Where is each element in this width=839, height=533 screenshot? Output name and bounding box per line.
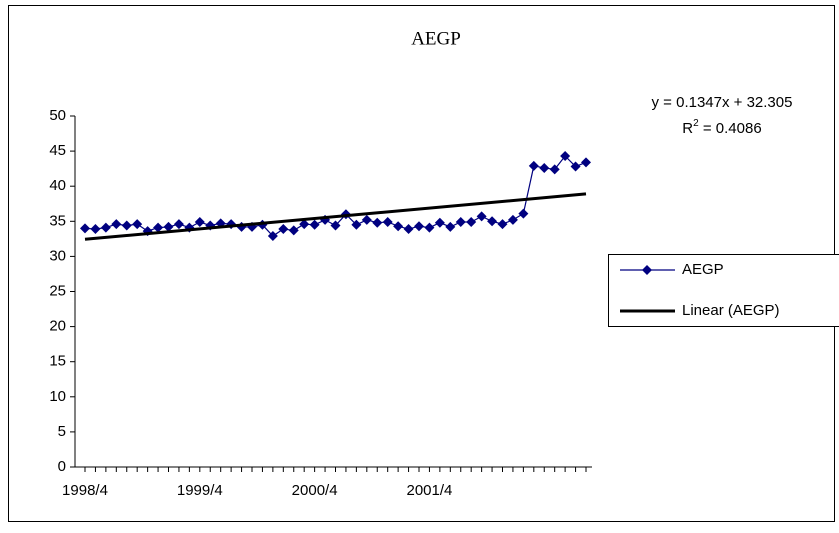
trend-equation: y = 0.1347x + 32.305	[652, 94, 793, 111]
x-tick-label: 1998/4	[62, 482, 108, 499]
legend-label: AEGP	[682, 261, 724, 278]
y-tick-label: 45	[49, 142, 66, 159]
y-tick-label: 0	[58, 458, 66, 475]
y-tick-label: 40	[49, 177, 66, 194]
y-tick-label: 15	[49, 353, 66, 370]
y-tick-label: 5	[58, 423, 66, 440]
y-tick-label: 35	[49, 212, 66, 229]
chart-title: AEGP	[411, 28, 461, 49]
x-tick-label: 1999/4	[177, 482, 223, 499]
legend-label: Linear (AEGP)	[682, 302, 780, 319]
y-tick-label: 30	[49, 247, 66, 264]
r2-label: R	[682, 120, 693, 137]
y-tick-label: 50	[49, 107, 66, 124]
x-tick-label: 2000/4	[292, 482, 338, 499]
y-tick-label: 10	[49, 388, 66, 405]
r2-value: = 0.4086	[699, 120, 762, 137]
y-tick-label: 20	[49, 318, 66, 335]
x-tick-label: 2001/4	[406, 482, 452, 499]
y-tick-label: 25	[49, 282, 66, 299]
